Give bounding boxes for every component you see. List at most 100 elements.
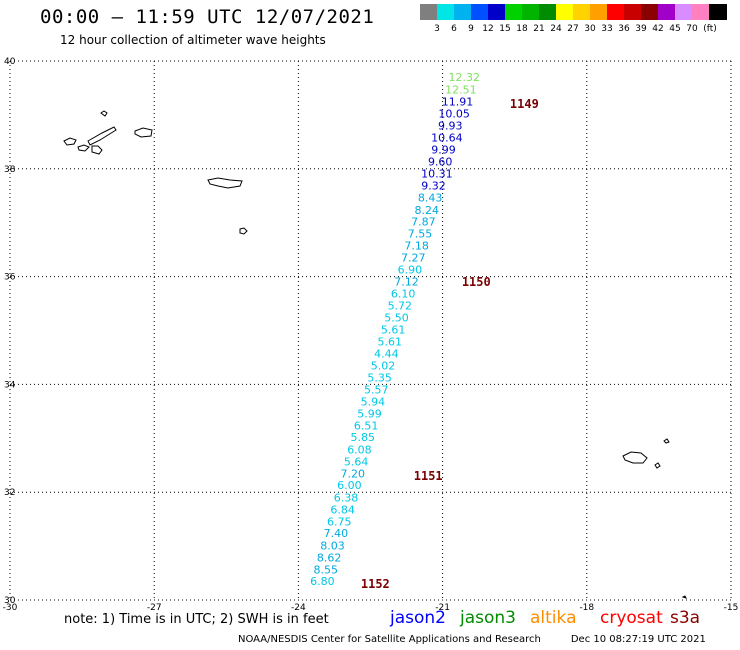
lon-tick-label: -21: [435, 603, 450, 613]
scale-label: 36: [618, 24, 630, 34]
scale-swatch: [471, 4, 489, 20]
altimeter-track: 12.3212.5111.9110.059.9310.649.999.6010.…: [310, 71, 480, 588]
map-title: 00:00 – 11:59 UTC 12/07/2021: [40, 6, 375, 28]
scale-label: 12: [482, 24, 494, 34]
wave-height-value: 8.62: [317, 551, 342, 564]
map-subtitle: 12 hour collection of altimeter wave hei…: [60, 33, 326, 47]
scale-label: 24: [550, 24, 562, 34]
azores-island-saojorge: [91, 145, 103, 155]
lat-tick-label: 34: [4, 380, 16, 390]
satellite-cryosat: cryosat: [600, 608, 663, 628]
time-tag: 1149: [510, 97, 539, 111]
wave-height-value: 6.51: [354, 419, 379, 432]
madeira-islet: [654, 462, 661, 469]
scale-label: 39: [635, 24, 647, 34]
wave-height-value: 5.72: [388, 300, 413, 313]
wave-height-value: 5.61: [377, 335, 402, 348]
wave-height-value: 6.10: [391, 287, 416, 300]
selvagens-islet: [681, 595, 687, 599]
lat-tick-label: 32: [4, 488, 15, 498]
porto-santo-island: [663, 438, 670, 444]
scale-swatch: [675, 4, 693, 20]
footer-timestamp: Dec 10 08:27:19 UTC 2021: [570, 634, 706, 645]
scale-swatch: [454, 4, 472, 20]
time-tag: 1150: [462, 275, 491, 289]
wave-height-value: 8.03: [320, 540, 345, 553]
wave-height-value: 6.84: [330, 503, 355, 516]
azores-island-terceira: [134, 127, 153, 138]
wave-height-value: 10.64: [431, 132, 463, 145]
azores-island-saomiguel: [207, 177, 243, 189]
wave-height-value: 8.55: [314, 563, 339, 576]
scale-swatch: [437, 4, 455, 20]
wave-height-value: 5.02: [371, 360, 396, 373]
lat-tick-label: 40: [4, 57, 16, 67]
scale-label: 9: [468, 24, 474, 34]
scale-swatch: [709, 4, 727, 20]
madeira-island: [622, 451, 648, 464]
wave-height-value: 7.18: [404, 239, 429, 252]
azores-island-faial: [77, 144, 90, 152]
scale-swatch: [573, 4, 591, 20]
scale-swatch: [658, 4, 676, 20]
scale-unit: (ft): [703, 24, 717, 34]
lon-tick-label: -30: [3, 603, 18, 613]
scale-swatch: [488, 4, 506, 20]
wave-height-value: 7.27: [401, 252, 426, 265]
lon-tick-label: -24: [291, 603, 306, 613]
wave-height-value: 7.55: [408, 227, 433, 240]
wave-height-value: 7.87: [411, 216, 436, 229]
scale-label: 15: [499, 24, 511, 34]
wave-height-value: 7.20: [340, 467, 365, 480]
time-tags: 1149 1150 1151 1152: [361, 97, 539, 591]
scale-label: 27: [567, 24, 579, 34]
time-tag: 1152: [361, 577, 390, 591]
azores-island-pico: [87, 126, 117, 146]
footer: NOAA/NESDIS Center for Satellite Applica…: [238, 634, 706, 645]
scale-swatch: [505, 4, 523, 20]
scale-swatch: [692, 4, 710, 20]
wave-height-value: 8.24: [414, 204, 439, 217]
wave-height-value: 11.91: [442, 95, 474, 108]
lat-tick-label: 38: [4, 165, 16, 175]
lon-tick-label: -27: [147, 603, 162, 613]
wave-height-value: 6.00: [337, 479, 362, 492]
wave-height-value: 7.40: [324, 527, 349, 540]
scale-label: 42: [652, 24, 664, 34]
wave-height-value: 5.64: [344, 455, 369, 468]
wave-height-value: 5.61: [381, 323, 406, 336]
wave-height-value: 9.99: [431, 143, 456, 156]
scale-swatch: [641, 4, 659, 20]
satellite-s3a: s3a: [670, 608, 701, 628]
wave-height-value: 5.85: [351, 431, 376, 444]
lat-tick-label: 36: [4, 273, 16, 283]
satellite-jason2: jason2: [390, 608, 446, 628]
wave-height-value: 8.43: [418, 191, 443, 204]
note-text: note: 1) Time is in UTC; 2) SWH is in fe…: [64, 612, 329, 627]
wave-height-value: 9.93: [438, 120, 463, 133]
wave-height-value: 6.38: [334, 492, 359, 505]
scale-label: 21: [533, 24, 545, 34]
scale-label: 30: [584, 24, 596, 34]
scale-label: 70: [686, 24, 698, 34]
scale-swatch: [420, 4, 438, 20]
lon-tick-label: -18: [579, 603, 594, 613]
wave-height-value: 5.35: [367, 371, 392, 384]
wave-height-value: 5.57: [364, 383, 389, 396]
scale-label: 45: [669, 24, 681, 34]
footer-source: NOAA/NESDIS Center for Satellite Applica…: [238, 634, 541, 645]
wave-height-value: 6.08: [347, 444, 372, 457]
wave-height-value: 5.99: [357, 408, 382, 421]
wave-height-value: 6.80: [310, 575, 335, 588]
wave-height-value: 9.60: [428, 155, 453, 168]
scale-label: 33: [601, 24, 613, 34]
time-tag: 1151: [414, 469, 443, 483]
coastlines: [63, 110, 687, 599]
lat-tick-label: 30: [4, 596, 16, 606]
scale-swatch: [624, 4, 642, 20]
satellite-jason3: jason3: [460, 608, 516, 628]
azores-island-corvo: [100, 110, 108, 117]
azores-island-flores: [63, 137, 77, 146]
wave-height-value: 6.90: [398, 264, 423, 277]
lat-lon-grid: [9, 60, 732, 601]
